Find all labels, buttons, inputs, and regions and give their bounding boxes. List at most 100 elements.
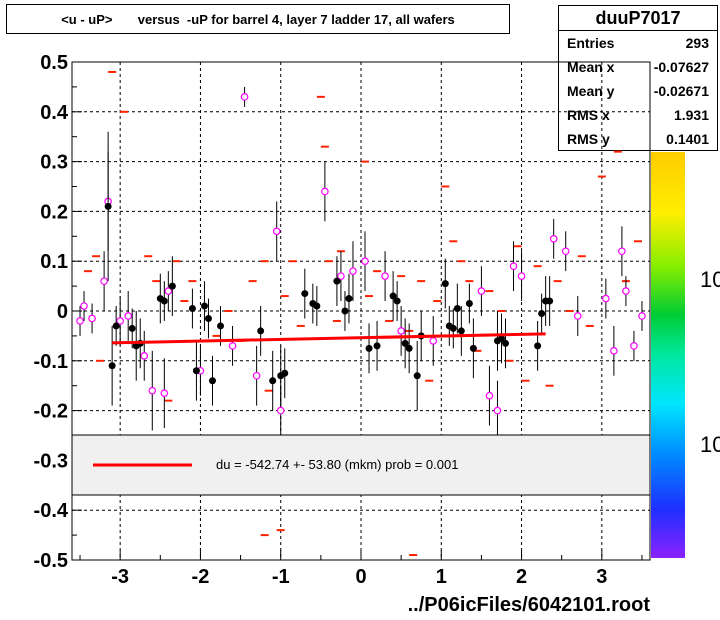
- stats-row-mean-y: Mean y -0.02671: [559, 79, 717, 103]
- profile-data-point: [128, 324, 136, 332]
- footer-filename: ../P06icFiles/6042101.root: [407, 594, 650, 616]
- open-data-point: [509, 262, 518, 270]
- y-tick-label: -0.5: [34, 550, 68, 572]
- stats-label: RMS x: [567, 107, 610, 123]
- profile-data-point: [160, 297, 168, 305]
- profile-data-point: [401, 339, 409, 347]
- chart-title-box: <u - uP> versus -uP for barrel 4, layer …: [6, 4, 510, 34]
- profile-data-point: [457, 327, 465, 335]
- open-data-point: [361, 257, 369, 266]
- x-tick-label: -2: [192, 566, 210, 588]
- legend-text: du = -542.74 +- 53.80 (mkm) prob = 0.001: [216, 457, 458, 472]
- y-tick-label: -0.2: [34, 401, 68, 423]
- y-tick-label: -0.1: [34, 351, 68, 373]
- open-data-point: [160, 389, 169, 397]
- legend-box: du = -542.74 +- 53.80 (mkm) prob = 0.001: [71, 434, 651, 496]
- colorbar-label: 10: [700, 432, 720, 457]
- open-data-point: [321, 187, 329, 196]
- y-tick-label: -0.4: [34, 500, 69, 522]
- open-data-point: [100, 277, 108, 285]
- profile-data-point: [313, 302, 321, 310]
- profile-data-point: [200, 302, 208, 310]
- open-data-point: [140, 352, 149, 360]
- open-data-point: [493, 406, 502, 415]
- stats-row-entries: Entries 293: [559, 31, 717, 55]
- stats-label: RMS y: [567, 131, 610, 147]
- profile-data-point: [341, 307, 349, 315]
- stats-value: 1.931: [673, 107, 709, 123]
- profile-data-point: [208, 377, 216, 385]
- x-tick-label: 2: [516, 566, 527, 588]
- open-data-point: [381, 272, 389, 280]
- profile-data-point: [257, 327, 265, 335]
- profile-data-point: [345, 295, 353, 303]
- chart-title: <u - uP> versus -uP for barrel 4, layer …: [61, 12, 455, 27]
- open-data-point: [116, 317, 124, 325]
- open-data-point: [485, 391, 494, 400]
- open-data-point: [124, 312, 132, 320]
- profile-data-point: [365, 344, 373, 352]
- open-data-point: [618, 247, 626, 256]
- open-data-point: [429, 337, 438, 345]
- x-tick-label: -1: [272, 566, 290, 588]
- open-data-point: [80, 302, 88, 310]
- profile-data-point: [413, 372, 421, 380]
- profile-data-point: [281, 369, 289, 377]
- stats-title: duuP7017: [559, 6, 717, 31]
- colorbar: [651, 152, 685, 558]
- open-data-point: [148, 386, 157, 395]
- profile-data-point: [108, 362, 116, 370]
- y-tick-label: 0.2: [40, 201, 68, 223]
- plot-layer: -3 -2 -1 0 1 2 3 -0.5 -0.4 -0.3 -0.2 -0.1 0 0.1 0.2 0.3…: [34, 52, 651, 588]
- profile-data-point: [269, 377, 277, 385]
- open-data-point: [630, 342, 638, 350]
- x-tick-label: 3: [596, 566, 607, 588]
- profile-data-point: [538, 309, 546, 317]
- stats-value: -0.07627: [653, 59, 709, 75]
- open-data-point: [76, 317, 84, 325]
- y-tick-label: 0.3: [40, 152, 68, 174]
- profile-data-point: [389, 292, 397, 300]
- profile-data-point: [112, 322, 120, 330]
- profile-data-point: [168, 282, 176, 290]
- open-data-point: [561, 247, 570, 256]
- profile-data-point: [301, 290, 309, 298]
- profile-data-point: [373, 342, 381, 350]
- x-tick-label: 0: [355, 566, 366, 588]
- y-tick-label: -0.3: [34, 450, 68, 472]
- y-tick-label: 0: [57, 301, 68, 323]
- x-tick-label: 1: [436, 566, 447, 588]
- open-data-point: [602, 294, 610, 303]
- open-data-point: [517, 272, 526, 280]
- open-data-point: [240, 93, 249, 101]
- stats-value: 0.1401: [666, 131, 709, 147]
- stats-row-rms-y: RMS y 0.1401: [559, 127, 717, 151]
- open-data-point: [573, 312, 582, 320]
- profile-data-point: [192, 367, 200, 375]
- profile-data-point: [405, 344, 413, 352]
- stats-label: Mean y: [567, 83, 615, 99]
- profile-data-point: [497, 334, 505, 342]
- profile-data-point: [217, 322, 225, 330]
- open-data-point: [349, 267, 357, 275]
- open-data-point: [272, 227, 281, 236]
- open-data-point: [477, 287, 486, 295]
- open-data-point: [228, 342, 237, 350]
- open-data-point: [164, 287, 173, 295]
- open-data-point: [397, 327, 405, 335]
- open-data-point: [638, 312, 646, 320]
- fit-line: [112, 332, 546, 345]
- y-tick-label: 0.1: [40, 251, 68, 273]
- open-data-point: [622, 287, 630, 295]
- profile-data-point: [333, 277, 341, 285]
- stats-row-mean-x: Mean x -0.07627: [559, 55, 717, 79]
- open-data-point: [610, 347, 618, 355]
- x-tick-label: -3: [111, 566, 129, 588]
- profile-data-point: [449, 324, 457, 332]
- stats-label: Mean x: [567, 59, 615, 75]
- profile-data-point: [393, 297, 401, 305]
- open-data-point: [88, 314, 96, 323]
- stats-value: -0.02671: [653, 83, 709, 99]
- open-data-point: [276, 406, 285, 415]
